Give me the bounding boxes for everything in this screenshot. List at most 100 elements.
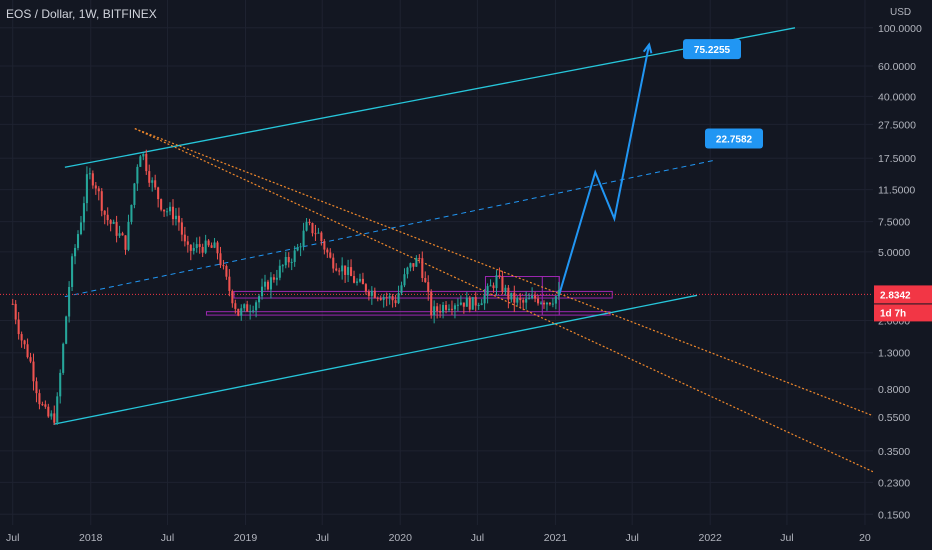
candle-body bbox=[65, 316, 68, 344]
candle-body bbox=[47, 406, 50, 417]
candle-body bbox=[130, 204, 133, 222]
candle-body bbox=[207, 240, 210, 246]
candle-body bbox=[160, 199, 163, 210]
candle-body bbox=[528, 298, 531, 300]
candle-body bbox=[201, 246, 204, 253]
candle-body bbox=[127, 221, 130, 250]
candle-body bbox=[174, 215, 177, 220]
current-price-label: 2.8342 bbox=[880, 290, 911, 301]
candle-body bbox=[415, 257, 418, 267]
price-tick-label: 0.1500 bbox=[878, 509, 910, 521]
time-axis: Jul 2018 Jul 2019 Jul 2020 Jul 2021 Jul 2022 Jul 20 bbox=[0, 525, 932, 550]
candle-body bbox=[397, 293, 400, 304]
candle-body bbox=[436, 306, 439, 312]
candle-body bbox=[97, 188, 100, 192]
candle-body bbox=[522, 300, 525, 303]
candle-body bbox=[136, 166, 139, 184]
candle-body bbox=[56, 396, 59, 423]
drawing-overlays: 75.2255 22.7582 bbox=[0, 27, 874, 473]
candle-body bbox=[252, 310, 255, 312]
candle-body bbox=[554, 296, 557, 304]
candle-body bbox=[492, 285, 495, 289]
candle-body bbox=[445, 304, 448, 310]
candle-body bbox=[456, 304, 459, 306]
candle-body bbox=[53, 413, 56, 423]
candle-body bbox=[281, 265, 284, 267]
candle-body bbox=[198, 244, 201, 247]
candle-body bbox=[29, 357, 32, 362]
price-axis: 100.0000 60.0000 40.0000 27.5000 17.5000 11.5… bbox=[873, 0, 932, 550]
candle-body bbox=[82, 203, 85, 223]
candle-body bbox=[323, 241, 326, 250]
candle-body bbox=[166, 211, 169, 213]
candle-body bbox=[557, 290, 560, 297]
candle-body bbox=[350, 267, 353, 277]
candle-body bbox=[358, 278, 362, 282]
candle-body bbox=[88, 173, 91, 175]
target-high-badge bbox=[683, 39, 741, 60]
candle-body bbox=[400, 285, 403, 294]
candle-body bbox=[231, 290, 234, 304]
candle-body bbox=[272, 277, 275, 280]
current-price-tag bbox=[874, 285, 932, 304]
candle-body bbox=[299, 246, 302, 248]
candle-body bbox=[347, 267, 350, 275]
candle-body bbox=[498, 275, 501, 277]
candle-body bbox=[379, 298, 382, 300]
candle-body bbox=[284, 257, 287, 266]
candle-body bbox=[180, 222, 183, 235]
candle-body bbox=[163, 209, 166, 212]
candle-body bbox=[364, 284, 367, 292]
target-mid-badge-label: 22.7582 bbox=[716, 135, 753, 146]
price-tick-label: 0.5500 bbox=[878, 412, 910, 424]
candle-body bbox=[133, 183, 136, 205]
candle-body bbox=[462, 302, 465, 307]
candle-body bbox=[68, 286, 71, 317]
candle-body bbox=[367, 291, 370, 296]
price-tick-label: 0.3500 bbox=[878, 446, 910, 458]
candle-body bbox=[148, 171, 151, 183]
candle-body bbox=[453, 305, 456, 310]
time-tick-label: 2021 bbox=[544, 532, 568, 544]
candle-body bbox=[495, 275, 498, 289]
time-tick-label: Jul bbox=[471, 532, 484, 544]
candle-body bbox=[513, 292, 516, 303]
candle-body bbox=[168, 206, 172, 212]
candle-body bbox=[260, 286, 264, 297]
price-tick-label: 0.2300 bbox=[878, 477, 910, 489]
candle-body bbox=[189, 244, 192, 251]
candle-body bbox=[394, 300, 397, 304]
candle-body bbox=[516, 297, 519, 303]
candle-body bbox=[338, 270, 341, 272]
time-tick-label: 2018 bbox=[79, 532, 103, 544]
candle-body bbox=[32, 361, 35, 382]
projection-path bbox=[558, 44, 651, 295]
candle-body bbox=[486, 286, 489, 296]
chart-title: EOS / Dollar, 1W, BITFINEX bbox=[6, 7, 157, 21]
target-high-badge-label: 75.2255 bbox=[694, 45, 731, 56]
candle-body bbox=[542, 302, 546, 305]
candle-body bbox=[296, 247, 299, 251]
candle-body bbox=[427, 282, 430, 292]
time-tick-label: Jul bbox=[6, 532, 19, 544]
candle-body bbox=[243, 304, 246, 309]
candle-body bbox=[266, 281, 270, 290]
candle-body bbox=[20, 334, 23, 341]
candle-body bbox=[341, 265, 344, 272]
candle-body bbox=[14, 303, 17, 320]
candle-body bbox=[370, 290, 373, 296]
candle-body bbox=[124, 235, 127, 250]
candle-body bbox=[332, 257, 335, 269]
trendline-upper bbox=[134, 128, 874, 417]
candle-body bbox=[480, 303, 483, 305]
candle-body bbox=[183, 234, 186, 242]
candle-body bbox=[225, 265, 228, 277]
candle-body bbox=[287, 257, 290, 263]
candle-body bbox=[85, 174, 88, 204]
candle-body bbox=[450, 308, 454, 310]
candle-body bbox=[406, 267, 409, 275]
price-tick-label: 0.8000 bbox=[878, 384, 910, 396]
candle-body bbox=[234, 303, 237, 309]
candle-body bbox=[171, 206, 175, 220]
